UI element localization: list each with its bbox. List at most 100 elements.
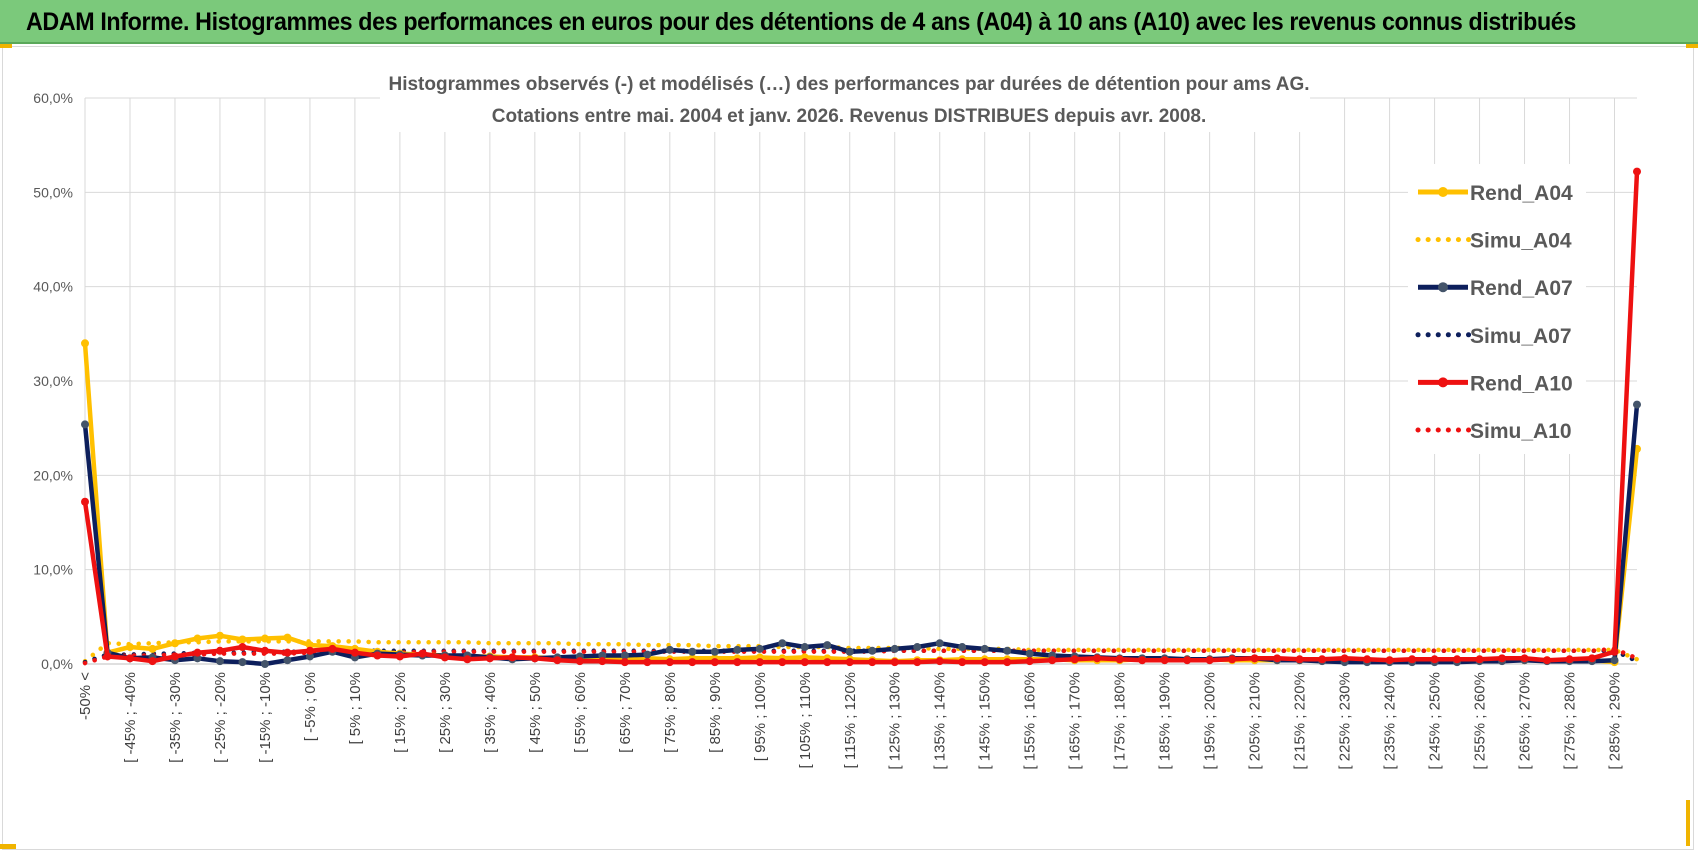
- data-point: [1475, 655, 1484, 664]
- data-point: [81, 339, 89, 348]
- data-point: [1048, 656, 1057, 665]
- data-point: [1318, 655, 1327, 664]
- data-point: [733, 645, 742, 654]
- data-point: [823, 658, 832, 667]
- legend-item-Rend_A04: Rend_A04: [1418, 182, 1573, 205]
- x-tick-label: [ 45% ; 50%: [527, 672, 544, 753]
- data-point: [350, 648, 359, 657]
- data-point: [935, 639, 944, 648]
- data-point: [1183, 656, 1192, 665]
- x-tick-label: [ 115% ; 120%: [842, 672, 859, 768]
- x-tick-label: [ 285% ; 290%: [1607, 672, 1624, 770]
- data-point: [1565, 655, 1574, 664]
- legend-label: Simu_A10: [1470, 420, 1572, 443]
- legend-item-Rend_A10: Rend_A10: [1418, 372, 1573, 395]
- legend-label: Rend_A04: [1470, 182, 1573, 205]
- y-tick-label: 50,0%: [33, 184, 73, 200]
- data-point: [913, 658, 922, 667]
- data-point: [1115, 655, 1124, 664]
- x-tick-label: [ 275% ; 280%: [1562, 672, 1579, 770]
- data-point: [215, 631, 224, 640]
- data-point: [575, 657, 584, 666]
- series-Rend_A10: [81, 167, 1641, 667]
- legend-marker: [1438, 282, 1448, 293]
- data-point: [958, 643, 967, 652]
- data-point: [890, 658, 899, 667]
- data-point: [935, 657, 944, 666]
- data-point: [868, 646, 877, 655]
- data-point: [643, 650, 652, 659]
- data-point: [260, 660, 269, 668]
- data-point: [1160, 656, 1169, 665]
- data-point: [1003, 646, 1012, 655]
- data-point: [1520, 654, 1529, 663]
- legend-marker: [1438, 187, 1448, 197]
- data-point: [980, 658, 989, 667]
- data-point: [980, 644, 989, 653]
- data-point: [665, 658, 674, 667]
- x-tick-label: [ 175% ; 180%: [1112, 672, 1129, 770]
- x-tick-label: [ 215% ; 220%: [1292, 672, 1309, 770]
- data-point: [463, 655, 472, 664]
- legend-label: Rend_A10: [1470, 372, 1573, 395]
- chart-title-background: [380, 64, 1310, 132]
- data-point: [238, 635, 247, 644]
- series-Simu_A04: [82, 639, 1640, 664]
- series-line: [82, 404, 1640, 667]
- data-point: [418, 649, 427, 658]
- data-point: [1273, 654, 1282, 663]
- x-tick-label: [ 55% ; 60%: [572, 672, 589, 753]
- legend-marker: [1438, 377, 1448, 388]
- legend-label: Rend_A07: [1470, 277, 1573, 300]
- data-point: [800, 643, 809, 652]
- data-point: [823, 641, 832, 650]
- x-tick-label: [ 145% ; 150%: [977, 672, 994, 770]
- data-point: [620, 658, 629, 667]
- data-point: [485, 654, 494, 663]
- data-point: [665, 645, 674, 654]
- data-point: [598, 651, 607, 660]
- data-point: [710, 658, 719, 667]
- series-Rend_A04: [81, 339, 1641, 667]
- data-point: [1025, 649, 1034, 658]
- header-banner: ADAM Informe. Histogrammes des performan…: [0, 0, 1698, 44]
- data-point: [170, 639, 179, 648]
- y-tick-label: 0,0%: [41, 656, 73, 672]
- data-point: [845, 647, 854, 656]
- data-point: [1610, 656, 1619, 665]
- x-tick-label: [ 245% ; 250%: [1427, 672, 1444, 770]
- data-point: [1093, 654, 1102, 663]
- x-tick-label: [ 125% ; 130%: [887, 672, 904, 770]
- x-tick-label: [ 185% ; 190%: [1157, 672, 1174, 770]
- legend-label: Simu_A07: [1470, 325, 1572, 348]
- y-tick-label: 20,0%: [33, 467, 73, 483]
- data-point: [125, 654, 134, 663]
- chart-title: Histogrammes observés (-) et modélisés (…: [388, 74, 1309, 95]
- x-tick-label: [ -15% ; -10%: [257, 672, 274, 763]
- data-point: [1408, 655, 1417, 664]
- y-tick-label: 10,0%: [33, 562, 73, 578]
- data-point: [1633, 167, 1641, 176]
- data-point: [508, 653, 517, 662]
- gridlines: [84, 97, 1637, 664]
- data-point: [688, 658, 697, 667]
- legend-item-Simu_A10: Simu_A10: [1415, 420, 1572, 443]
- data-point: [890, 644, 899, 653]
- legend: Rend_A04 Simu_A04 Rend_A07 Simu_A07 Rend_A10…: [1415, 182, 1573, 443]
- data-point: [81, 420, 89, 429]
- data-point: [530, 654, 539, 663]
- data-point: [440, 653, 449, 662]
- data-point: [283, 648, 292, 657]
- y-tick-label: 60,0%: [33, 90, 73, 106]
- data-point: [1543, 656, 1552, 665]
- data-point: [305, 646, 314, 655]
- data-point: [1070, 655, 1079, 664]
- data-point: [215, 657, 224, 666]
- x-tick-label: [ 15% ; 20%: [392, 672, 409, 753]
- data-point: [148, 657, 157, 666]
- data-point: [305, 652, 314, 661]
- x-tick-label: [ 165% ; 170%: [1067, 672, 1084, 770]
- data-point: [1633, 400, 1641, 409]
- y-axis-ticks: 0,0% 10,0% 20,0% 30,0% 40,0% 50,0% 60,0%: [33, 90, 73, 672]
- y-tick-label: 40,0%: [33, 279, 73, 295]
